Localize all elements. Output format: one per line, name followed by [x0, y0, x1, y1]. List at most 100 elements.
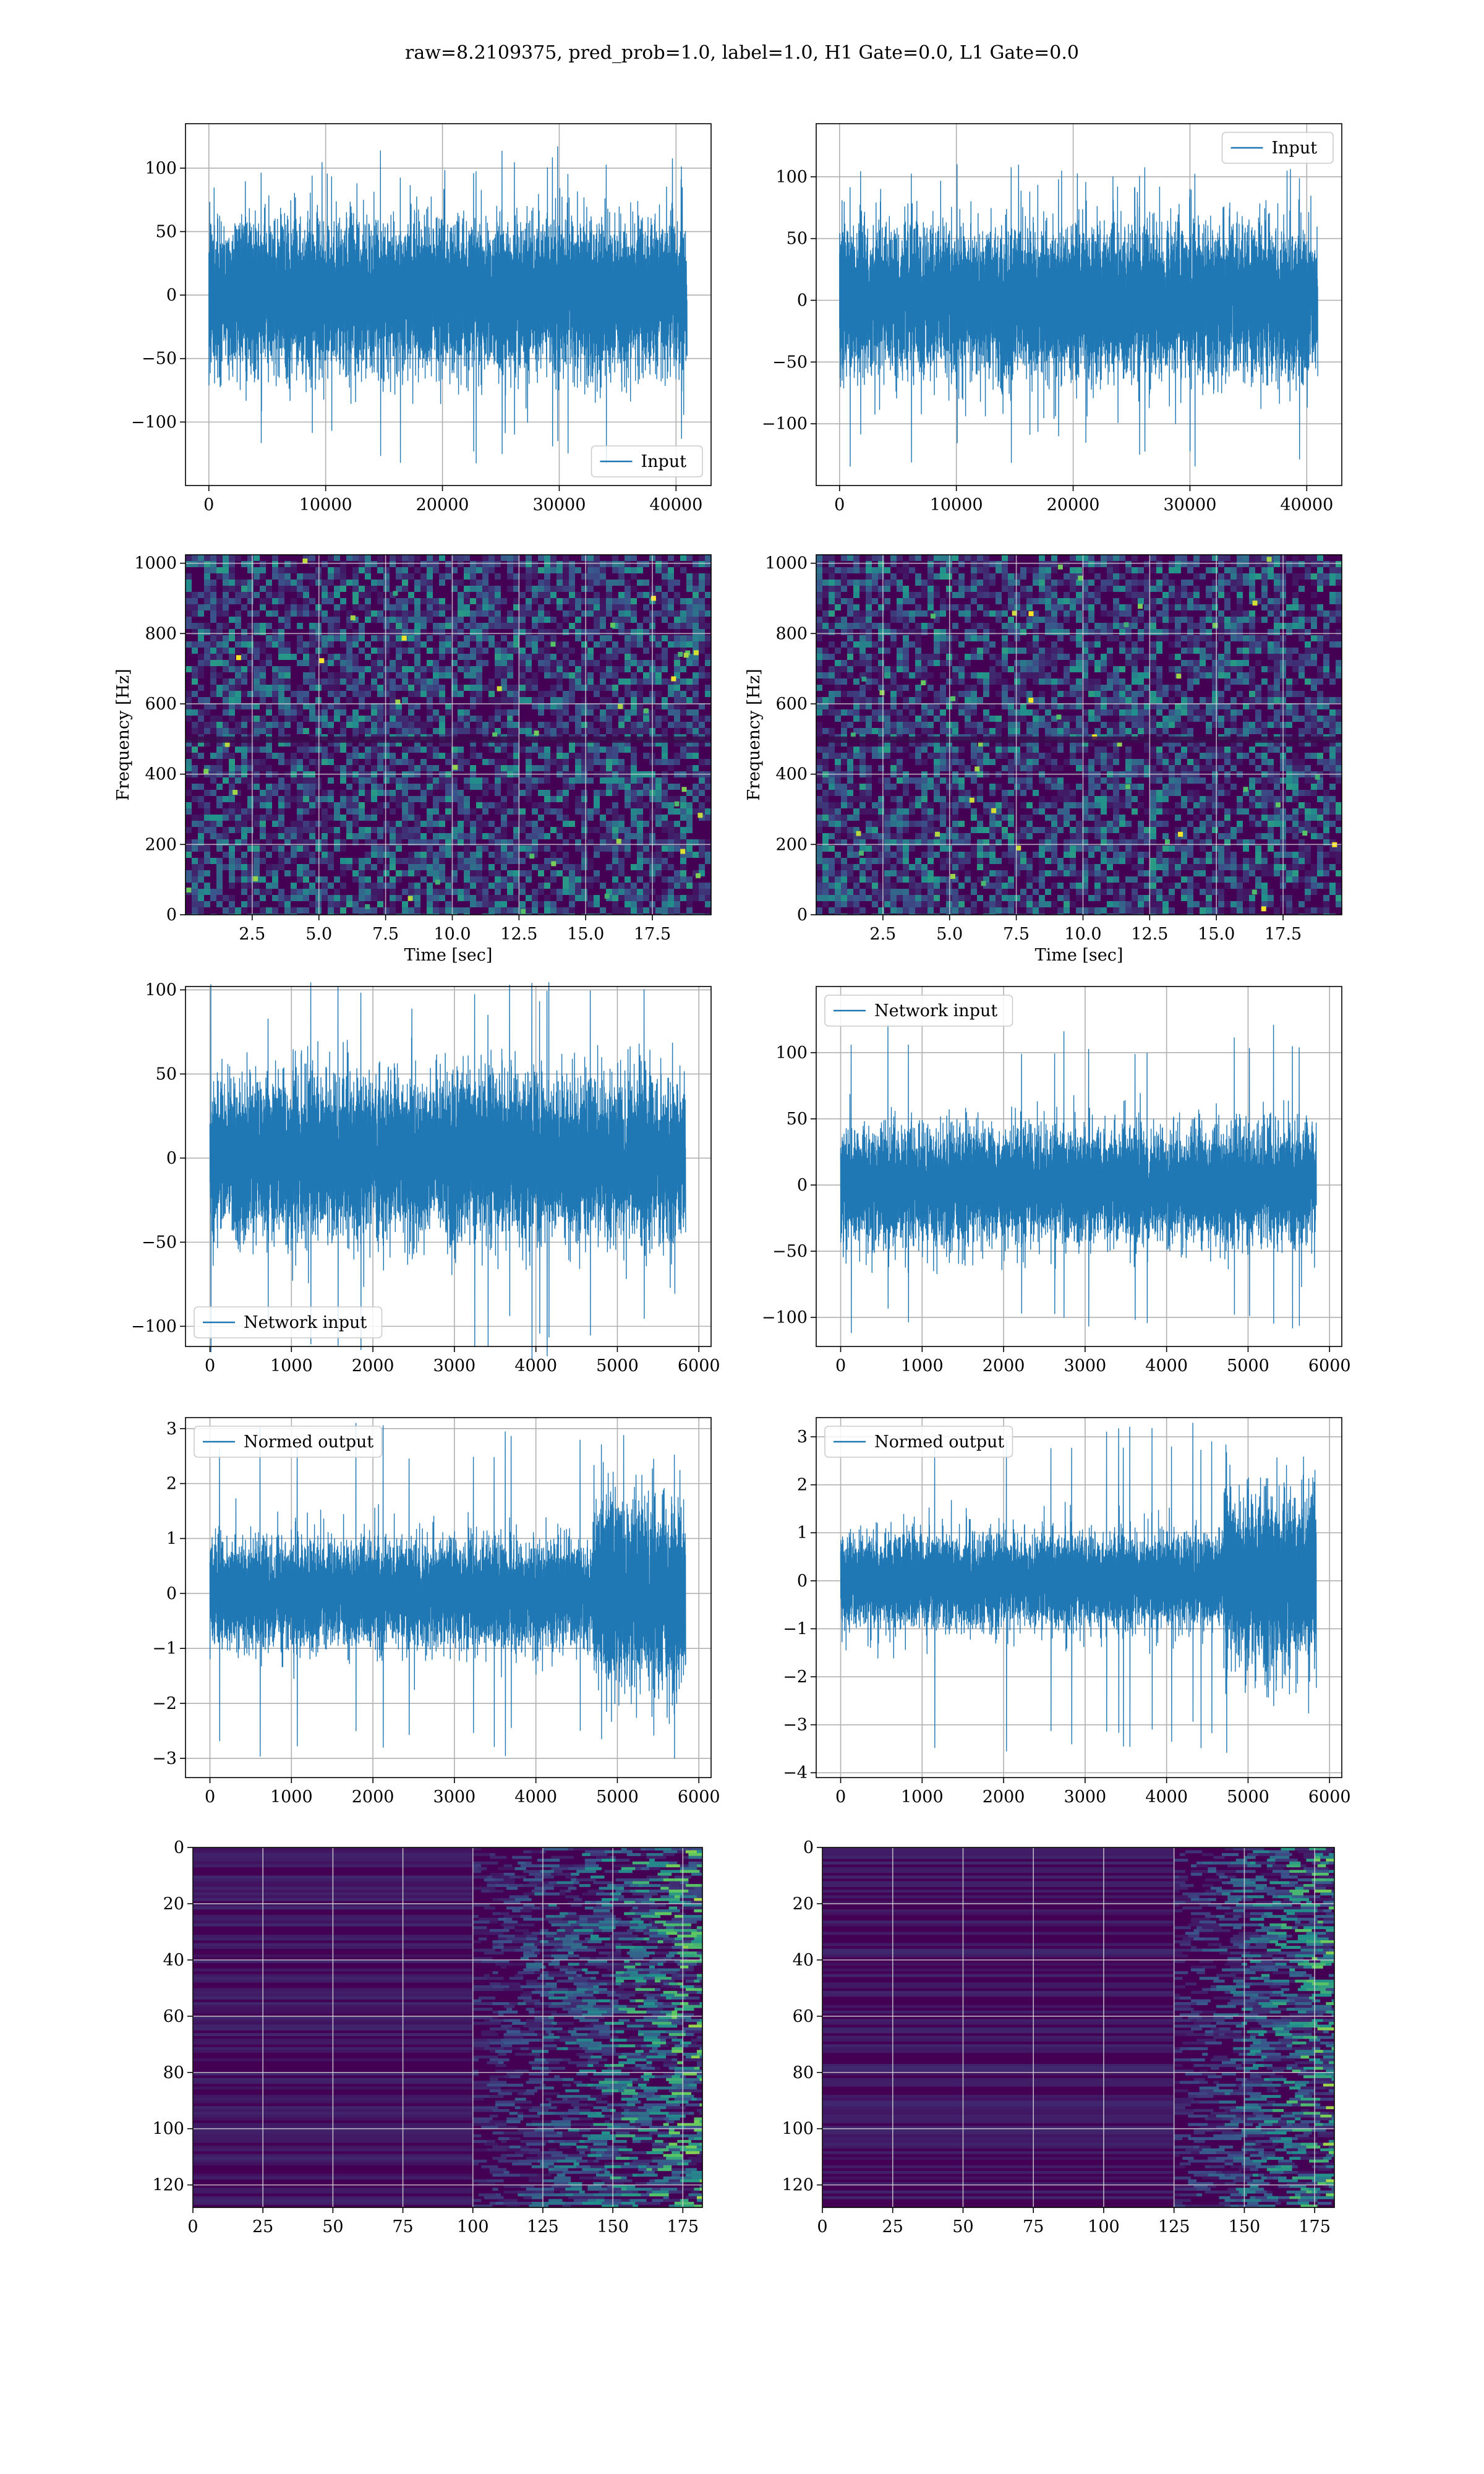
spectrogram-cell	[625, 641, 631, 648]
spectrogram-cell	[1051, 697, 1057, 703]
spectrogram-cells	[186, 555, 711, 915]
spectrogram-cell	[254, 623, 260, 629]
spectrogram-cell	[352, 604, 359, 610]
spectrogram-cell	[420, 623, 427, 629]
spectrogram-cell	[1162, 691, 1169, 697]
spectrogram-cell	[631, 697, 637, 703]
spectrogram-cell	[686, 808, 693, 815]
spectrogram-cell	[1113, 691, 1119, 697]
spectrogram-cell	[1311, 678, 1317, 685]
spectrogram-cell	[983, 709, 989, 716]
spectrogram-cell	[940, 567, 946, 573]
spectrogram-cell	[402, 796, 408, 802]
spectrogram-cell	[618, 858, 625, 864]
spectrogram-cell	[1002, 629, 1008, 635]
spectrogram-cell	[501, 623, 507, 629]
spectrogram-cell	[1206, 586, 1212, 592]
spectrogram-cell	[1305, 648, 1311, 654]
spectrogram-cell	[451, 889, 458, 895]
spectrogram-cell	[383, 623, 390, 629]
spectrogram-cell	[1039, 573, 1045, 580]
spectrogram-cell	[550, 598, 556, 604]
spectrogram-cell	[210, 827, 216, 833]
spectrogram-cell	[192, 691, 198, 697]
spectrogram-cell	[625, 716, 631, 722]
spectrogram-cell	[581, 629, 587, 635]
spectrogram-cell	[625, 629, 631, 635]
spectrogram-cell	[686, 765, 693, 771]
spectrogram-cell	[526, 784, 532, 790]
spectrogram-cell	[705, 815, 711, 821]
spectrogram-cell	[365, 852, 371, 858]
spectrogram-cell	[377, 790, 383, 796]
spectrogram-cell	[210, 765, 216, 771]
spectrogram-cell	[235, 802, 241, 808]
spectrogram-cell	[1261, 580, 1268, 586]
spectrogram-cell	[903, 573, 909, 580]
spectrogram-cell	[1002, 567, 1008, 573]
spectrogram-cell	[569, 592, 575, 598]
spectrogram-cell	[297, 592, 303, 598]
spectrogram-cell	[464, 722, 470, 728]
spectrogram-cell	[587, 876, 594, 883]
spectrogram-cell	[594, 901, 600, 907]
spectrogram-cell	[884, 586, 890, 592]
spectrogram-cell	[322, 722, 328, 728]
spectrogram-cell	[414, 580, 420, 586]
spectrogram-cell	[328, 641, 334, 648]
x-tick-label: 7.5	[372, 925, 399, 944]
spectrogram-cell	[556, 815, 563, 821]
spectrogram-cell	[488, 895, 495, 901]
spectrogram-cell	[699, 586, 705, 592]
spectrogram-cell	[1224, 703, 1230, 709]
spectrogram-cell	[352, 666, 359, 672]
spectrogram-cell	[241, 901, 247, 907]
spectrogram-cell	[507, 821, 513, 827]
spectrogram-cell	[693, 839, 699, 845]
spectrogram-cell	[575, 598, 581, 604]
spectrogram-cell	[396, 672, 402, 678]
spectrogram-cell	[427, 604, 433, 610]
spectrogram-cell	[458, 765, 464, 771]
spectrogram-cell	[544, 753, 550, 759]
spectrogram-cell	[631, 641, 637, 648]
spectrogram-hotspot	[680, 849, 686, 854]
spectrogram-cell	[210, 678, 216, 685]
spectrogram-cell	[1255, 635, 1261, 641]
spectrogram-cell	[1057, 648, 1064, 654]
spectrogram-cell	[371, 808, 377, 815]
spectrogram-cell	[847, 610, 853, 617]
spectrogram-cell	[408, 555, 414, 561]
spectrogram-cell	[847, 598, 853, 604]
spectrogram-cell	[606, 635, 612, 641]
spectrogram-cell	[581, 833, 587, 839]
spectrogram-cell	[1076, 592, 1082, 598]
spectrogram-cell	[192, 883, 198, 889]
spectrogram-cell	[581, 660, 587, 666]
spectrogram-cell	[680, 883, 686, 889]
spectrogram-cell	[278, 796, 284, 802]
spectrogram-cell	[612, 907, 618, 914]
spectrogram-cell	[390, 765, 396, 771]
spectrogram-cell	[1070, 685, 1076, 691]
spectrogram-cell	[1076, 580, 1082, 586]
spectrogram-cell	[563, 889, 569, 895]
spectrogram-cell	[1181, 697, 1187, 703]
spectrogram-cell	[235, 815, 241, 821]
spectrogram-cell	[1249, 623, 1255, 629]
spectrogram-cell	[847, 604, 853, 610]
spectrogram-cell	[229, 555, 235, 561]
spectrogram-cell	[1008, 586, 1014, 592]
spectrogram-cell	[451, 586, 458, 592]
spectrogram-cell	[284, 802, 291, 808]
spectrogram-cell	[513, 561, 519, 567]
spectrogram-cell	[408, 691, 414, 697]
spectrogram-cell	[1187, 678, 1193, 685]
spectrogram-cell	[662, 858, 668, 864]
spectrogram-cell	[482, 914, 488, 915]
spectrogram-cell	[822, 629, 829, 635]
spectrogram-cell	[662, 777, 668, 784]
spectrogram-cell	[1224, 685, 1230, 691]
spectrogram-cell	[414, 629, 420, 635]
spectrogram-cell	[637, 623, 643, 629]
